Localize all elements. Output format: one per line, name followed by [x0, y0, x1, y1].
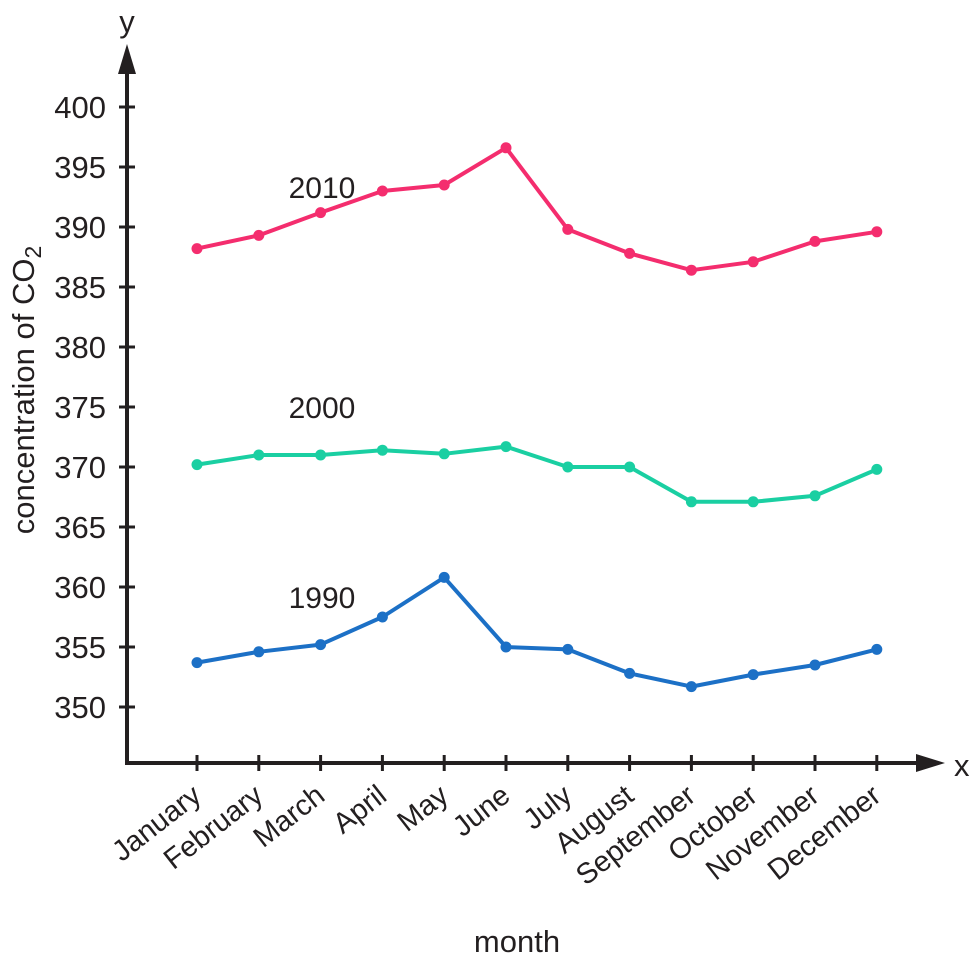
data-point-1990 — [562, 643, 574, 655]
data-point-2000 — [871, 463, 883, 475]
data-point-2010 — [253, 229, 265, 241]
data-point-2010 — [685, 264, 697, 276]
x-tick-label: June — [447, 779, 516, 843]
y-axis-arrowhead — [118, 44, 136, 74]
data-point-2000 — [624, 461, 636, 473]
series-line-2000 — [195, 444, 879, 504]
data-point-2010 — [871, 226, 883, 238]
data-point-2000 — [438, 448, 450, 460]
y-tick-label: 395 — [54, 150, 106, 185]
y-axis-letter: y — [119, 4, 135, 39]
series-label-1990: 1990 — [289, 582, 356, 615]
data-point-2000 — [253, 449, 265, 461]
data-point-1990 — [500, 641, 512, 653]
data-point-1990 — [315, 639, 327, 651]
x-tick-label: April — [327, 779, 392, 840]
data-point-1990 — [747, 669, 759, 681]
data-point-1990 — [624, 667, 636, 679]
series-label-2010: 2010 — [289, 172, 356, 205]
data-point-2000 — [809, 490, 821, 502]
x-axis-letter: x — [954, 748, 970, 783]
data-point-2000 — [747, 496, 759, 508]
y-tick-label: 355 — [54, 630, 106, 665]
data-point-2010 — [376, 185, 388, 197]
y-tick-label: 380 — [54, 330, 106, 365]
data-point-1990 — [376, 611, 388, 623]
data-point-1990 — [191, 657, 203, 669]
series-line-1990 — [195, 575, 879, 689]
data-point-2000 — [562, 461, 574, 473]
data-point-2000 — [500, 441, 512, 453]
data-point-2010 — [809, 235, 821, 247]
plot-area: 350355360365370375380385390395400January… — [54, 90, 887, 892]
y-tick-label: 365 — [54, 510, 106, 545]
y-axis-title: concentration of CO2 — [6, 246, 46, 535]
y-tick-label: 390 — [54, 210, 106, 245]
data-point-2010 — [624, 247, 636, 259]
data-point-1990 — [438, 571, 450, 583]
data-point-2000 — [685, 496, 697, 508]
y-tick-label: 350 — [54, 690, 106, 725]
data-point-2000 — [191, 459, 203, 471]
data-point-2000 — [315, 449, 327, 461]
x-tick-label: March — [248, 779, 331, 854]
data-point-2010 — [747, 256, 759, 268]
data-point-2010 — [500, 142, 512, 154]
x-axis-title: month — [474, 924, 560, 959]
data-point-2010 — [315, 207, 327, 219]
series-label-2000: 2000 — [289, 392, 356, 425]
data-point-1990 — [253, 646, 265, 658]
x-axis-arrowhead — [916, 754, 945, 772]
y-tick-label: 370 — [54, 450, 106, 485]
data-point-2010 — [191, 243, 203, 255]
data-point-1990 — [809, 659, 821, 671]
y-tick-label: 375 — [54, 390, 106, 425]
y-tick-label: 385 — [54, 270, 106, 305]
data-point-2010 — [438, 179, 450, 191]
data-point-1990 — [871, 643, 883, 655]
data-point-2000 — [376, 444, 388, 456]
series-line-2010 — [195, 145, 879, 273]
y-axis-title-subscript: 2 — [20, 246, 46, 259]
y-tick-label: 400 — [54, 90, 106, 125]
y-tick-label: 360 — [54, 570, 106, 605]
x-tick-label: May — [392, 779, 455, 838]
data-point-1990 — [685, 681, 697, 693]
data-point-2010 — [562, 223, 574, 235]
